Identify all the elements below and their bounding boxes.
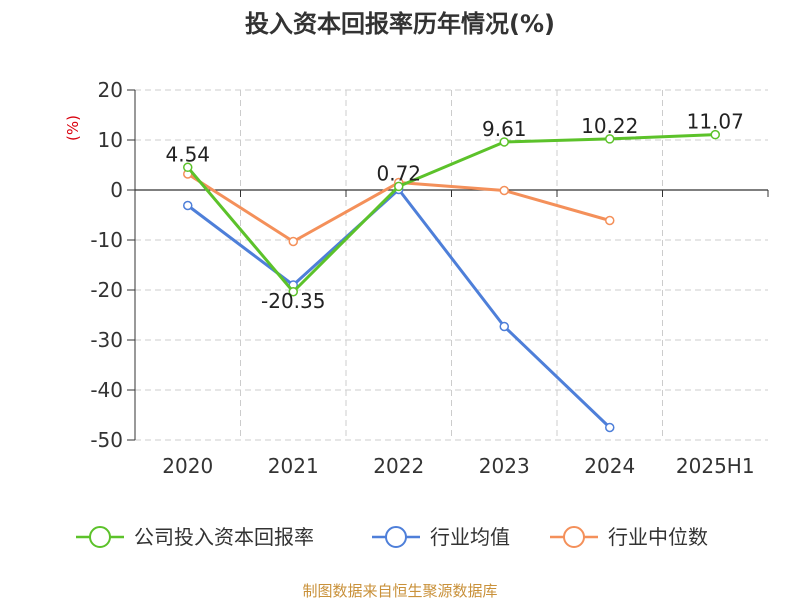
- source-note: 制图数据来自恒生聚源数据库: [302, 582, 497, 600]
- data-label: 11.07: [687, 110, 744, 134]
- y-tick-label: 20: [98, 78, 123, 102]
- series-line: [186, 133, 716, 294]
- data-label: 4.54: [165, 142, 210, 166]
- legend-label: 行业中位数: [608, 525, 708, 549]
- legend-item[interactable]: 公司投入资本回报率: [76, 525, 314, 549]
- y-axis-unit: (%): [64, 115, 82, 141]
- data-labels: 4.54 -20.35 0.72 9.61 10.22 11.07: [165, 110, 743, 313]
- grid-lines: [135, 89, 768, 441]
- data-point[interactable]: [710, 129, 720, 140]
- y-tick-label: -20: [90, 278, 123, 302]
- x-tick-label: 2021: [268, 454, 319, 478]
- data-point[interactable]: [394, 181, 404, 192]
- series-line: [186, 188, 611, 429]
- x-tick-label: 2020: [162, 454, 213, 478]
- data-point[interactable]: [499, 185, 509, 196]
- legend-marker: [89, 526, 111, 548]
- data-point[interactable]: [499, 321, 509, 332]
- data-point[interactable]: [605, 215, 615, 226]
- axes: 20 10 0 -10 -20 -30 -40 -50 2020 2021 2022 2023 2024…: [90, 78, 769, 478]
- data-label: 10.22: [581, 114, 638, 138]
- data-point[interactable]: [183, 162, 193, 173]
- data-label: -20.35: [261, 289, 325, 313]
- y-tick-label: 0: [110, 178, 123, 202]
- data-point[interactable]: [183, 200, 193, 211]
- x-tick-label: 2025H1: [676, 454, 755, 478]
- x-tick-label: 2023: [479, 454, 530, 478]
- legend-marker: [385, 526, 407, 548]
- y-tick-label: -50: [90, 428, 123, 452]
- legend-item[interactable]: 行业中位数: [550, 525, 708, 549]
- legend[interactable]: 公司投入资本回报率 行业均值 行业中位数: [76, 525, 708, 549]
- data-point[interactable]: [499, 137, 509, 147]
- legend-item[interactable]: 行业均值: [372, 525, 510, 549]
- data-label: 0.72: [376, 161, 421, 185]
- data-label: 9.61: [482, 117, 527, 141]
- data-point[interactable]: [288, 236, 298, 247]
- y-tick-label: -30: [90, 328, 123, 352]
- y-tick-label: -10: [90, 228, 123, 252]
- chart-title: 投入资本回报率历年情况(%): [245, 10, 555, 38]
- legend-label: 公司投入资本回报率: [134, 525, 314, 549]
- data-point[interactable]: [288, 287, 298, 297]
- y-tick-label: -40: [90, 378, 123, 402]
- data-point[interactable]: [605, 134, 615, 144]
- legend-label: 行业均值: [430, 525, 510, 549]
- y-tick-label: 10: [98, 128, 123, 152]
- x-tick-label: 2024: [584, 454, 635, 478]
- series-lines: [183, 129, 720, 433]
- data-point[interactable]: [605, 422, 615, 433]
- x-tick-label: 2022: [373, 454, 424, 478]
- legend-marker: [563, 526, 585, 548]
